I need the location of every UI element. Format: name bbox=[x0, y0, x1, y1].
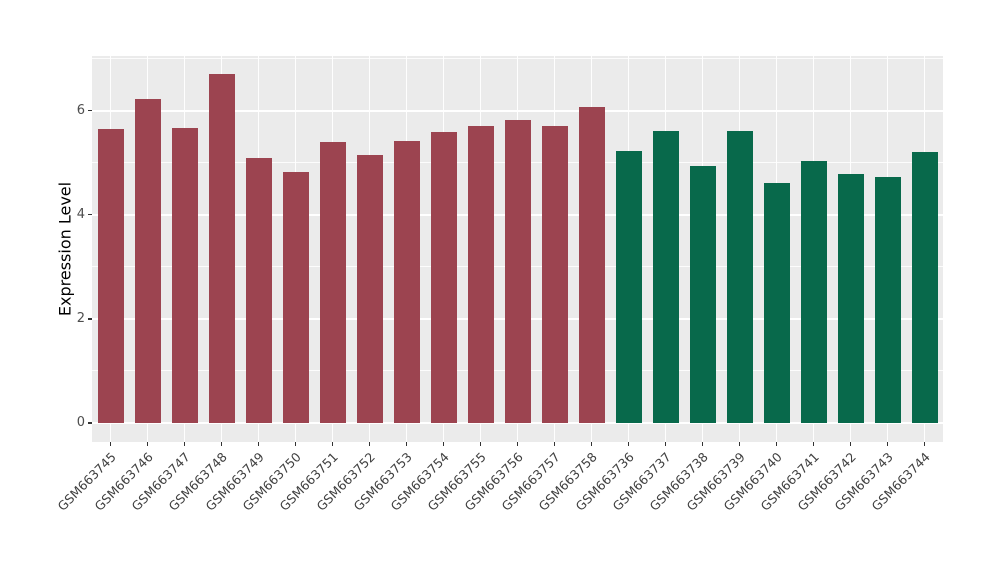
bar-GSM663750 bbox=[282, 172, 309, 423]
bar-GSM663737 bbox=[652, 130, 679, 423]
x-tick-mark-GSM663755 bbox=[479, 442, 482, 446]
bar-GSM663749 bbox=[245, 158, 272, 423]
x-tick-mark-GSM663744 bbox=[923, 442, 926, 446]
x-tick-mark-GSM663747 bbox=[183, 442, 186, 446]
x-tick-mark-GSM663752 bbox=[368, 442, 371, 446]
x-tick-mark-GSM663739 bbox=[738, 442, 741, 446]
x-tick-mark-GSM663740 bbox=[775, 442, 778, 446]
y-tick-mark-0 bbox=[88, 422, 92, 424]
bar-GSM663736 bbox=[615, 150, 642, 423]
x-tick-mark-GSM663751 bbox=[331, 442, 334, 446]
x-tick-mark-GSM663753 bbox=[405, 442, 408, 446]
bar-GSM663752 bbox=[356, 155, 383, 423]
x-tick-mark-GSM663749 bbox=[257, 442, 260, 446]
x-tick-mark-GSM663757 bbox=[553, 442, 556, 446]
x-tick-mark-GSM663748 bbox=[220, 442, 223, 446]
bar-GSM663739 bbox=[726, 130, 753, 423]
y-tick-label-6: 6 bbox=[76, 102, 85, 118]
bar-GSM663756 bbox=[504, 120, 531, 423]
y-tick-label-2: 2 bbox=[76, 310, 85, 326]
x-tick-mark-GSM663738 bbox=[701, 442, 704, 446]
bar-GSM663745 bbox=[97, 128, 124, 423]
x-tick-mark-GSM663743 bbox=[886, 442, 889, 446]
x-tick-mark-GSM663758 bbox=[590, 442, 593, 446]
x-tick-mark-GSM663741 bbox=[812, 442, 815, 446]
bar-GSM663743 bbox=[874, 177, 901, 423]
x-tick-mark-GSM663750 bbox=[294, 442, 297, 446]
bar-GSM663741 bbox=[800, 160, 827, 423]
bar-GSM663753 bbox=[393, 141, 420, 423]
bar-GSM663748 bbox=[208, 73, 235, 423]
bar-GSM663758 bbox=[578, 107, 605, 423]
x-tick-mark-GSM663745 bbox=[109, 442, 112, 446]
y-tick-mark-6 bbox=[88, 109, 92, 112]
plot-panel bbox=[92, 56, 943, 442]
x-tick-mark-GSM663746 bbox=[146, 442, 149, 446]
x-tick-mark-GSM663756 bbox=[516, 442, 519, 446]
bar-GSM663744 bbox=[911, 151, 938, 423]
y-axis-title: Expression Level bbox=[55, 181, 75, 317]
bar-GSM663740 bbox=[763, 183, 790, 423]
y-tick-mark-2 bbox=[88, 318, 92, 320]
y-tick-label-4: 4 bbox=[76, 206, 85, 222]
x-tick-mark-GSM663742 bbox=[849, 442, 852, 446]
bar-GSM663757 bbox=[541, 126, 568, 423]
x-tick-mark-GSM663736 bbox=[627, 442, 630, 446]
bar-GSM663755 bbox=[467, 126, 494, 423]
bar-GSM663742 bbox=[837, 173, 864, 423]
y-tick-mark-4 bbox=[88, 213, 92, 216]
bar-GSM663738 bbox=[689, 165, 716, 423]
bar-GSM663751 bbox=[319, 142, 346, 423]
bar-GSM663747 bbox=[171, 127, 198, 423]
x-tick-mark-GSM663754 bbox=[442, 442, 445, 446]
bar-GSM663746 bbox=[134, 99, 161, 423]
bar-GSM663754 bbox=[430, 131, 457, 423]
y-tick-label-0: 0 bbox=[76, 415, 85, 430]
x-tick-mark-GSM663737 bbox=[664, 442, 667, 446]
